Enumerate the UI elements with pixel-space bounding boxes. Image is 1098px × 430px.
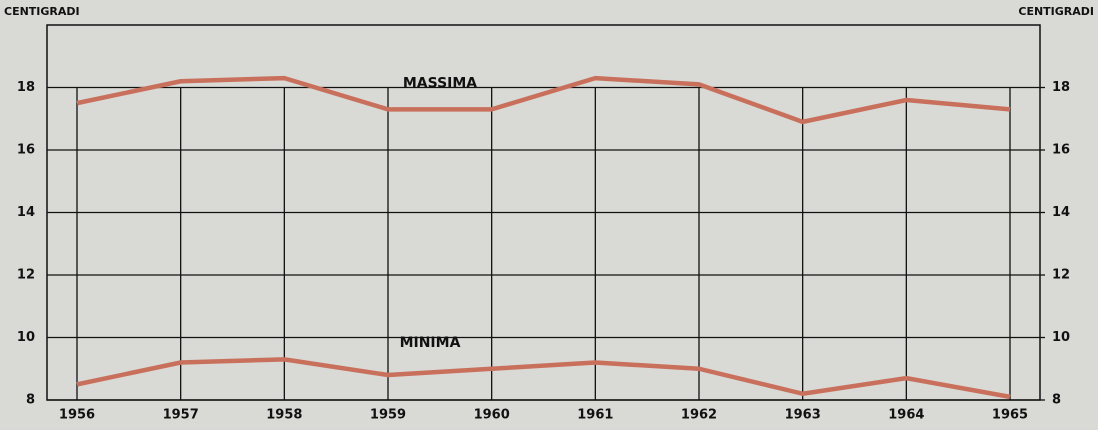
x-tick-label: 1959 — [370, 408, 406, 423]
y2-tick-label: 14 — [1052, 205, 1070, 220]
x-tick-label: 1961 — [577, 408, 613, 423]
x-tick-label: 1956 — [59, 408, 95, 423]
x-tick-label: 1958 — [266, 408, 302, 423]
x-tick-label: 1964 — [888, 408, 924, 423]
series-label: MINIMA — [400, 335, 461, 351]
x-tick-label: 1957 — [163, 408, 199, 423]
y-tick-label: 16 — [17, 143, 35, 158]
y-tick-label: 8 — [26, 393, 35, 408]
y-tick-label: 12 — [17, 268, 35, 283]
y2-tick-label: 16 — [1052, 143, 1070, 158]
series-label: MASSIMA — [403, 75, 477, 91]
x-tick-label: 1960 — [474, 408, 510, 423]
series-line — [76, 357, 1011, 400]
y2-tick-label: 8 — [1052, 393, 1061, 408]
y2-axis-label: CENTIGRADI — [1018, 5, 1094, 18]
series-line — [76, 75, 1011, 125]
x-tick-label: 1962 — [681, 408, 717, 423]
y2-tick-label: 18 — [1052, 80, 1070, 95]
x-tick-label: 1963 — [785, 408, 821, 423]
y2-tick-label: 10 — [1052, 330, 1070, 345]
y-tick-label: 10 — [17, 330, 35, 345]
y-tick-label: 14 — [17, 205, 35, 220]
y2-tick-label: 12 — [1052, 268, 1070, 283]
y-axis-label: CENTIGRADI — [4, 5, 80, 18]
x-tick-label: 1965 — [992, 408, 1028, 423]
y-tick-label: 18 — [17, 80, 35, 95]
